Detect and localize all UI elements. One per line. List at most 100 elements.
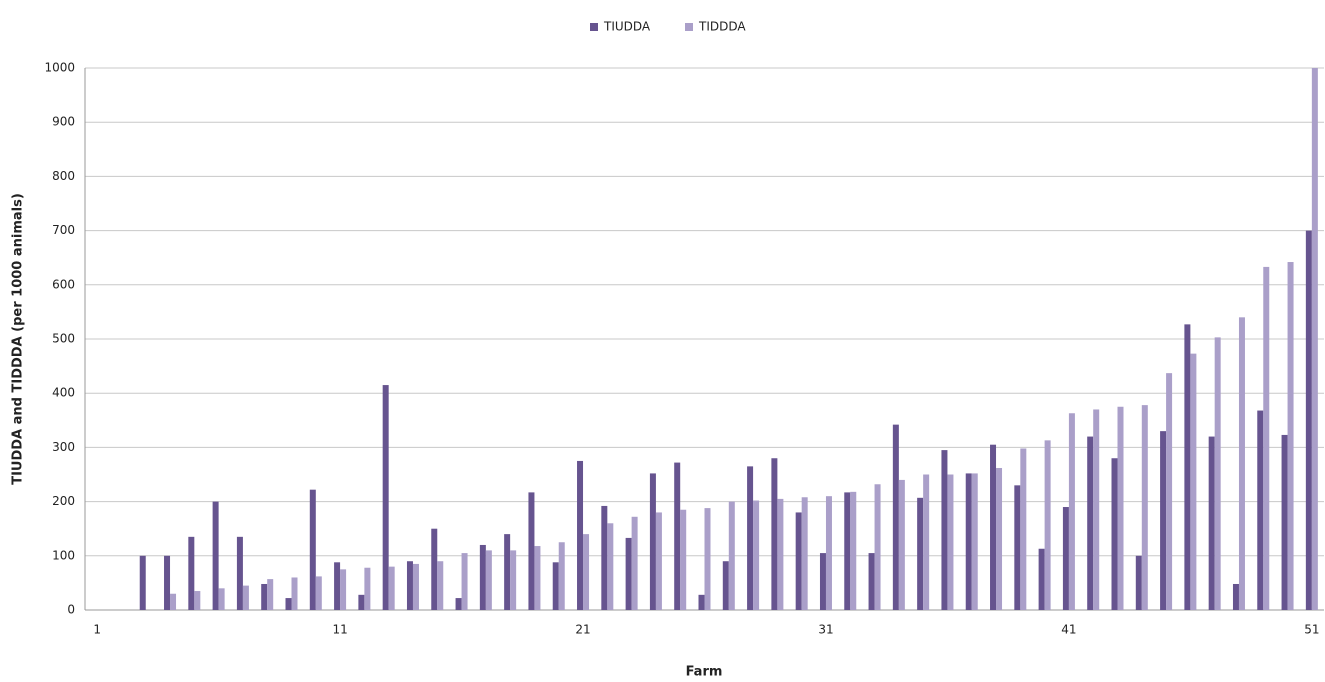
legend-label: TIUDDA (603, 20, 651, 34)
bar (406, 561, 413, 610)
bar (971, 473, 978, 610)
y-tick-label: 800 (52, 169, 75, 183)
y-tick-label: 200 (52, 494, 75, 508)
bar (455, 598, 462, 610)
bar (1232, 583, 1239, 610)
bar (1135, 555, 1142, 610)
bar (552, 562, 559, 610)
bar (461, 553, 468, 610)
bar (164, 555, 171, 610)
bar (364, 567, 371, 610)
x-axis-title: Farm (686, 665, 723, 680)
bar (382, 385, 389, 610)
bar (625, 537, 632, 610)
bar (990, 444, 997, 610)
bar (649, 473, 656, 610)
bar (431, 528, 438, 610)
y-tick-label: 500 (52, 332, 75, 346)
bar (188, 536, 195, 610)
legend-label: TIDDDA (698, 20, 746, 34)
bar (747, 466, 754, 610)
bar (728, 501, 735, 610)
bar (1014, 485, 1021, 610)
bar (1093, 409, 1100, 610)
bar (698, 594, 705, 610)
x-tick-label: 11 (332, 623, 347, 637)
bar (485, 550, 492, 610)
bar (1281, 434, 1288, 610)
bar (242, 585, 249, 610)
bar (819, 553, 826, 610)
bar (753, 500, 760, 610)
bar (680, 509, 687, 610)
bar (340, 569, 347, 610)
bar (1087, 436, 1094, 610)
bar (1311, 68, 1318, 610)
bar (437, 561, 444, 610)
bar (898, 479, 905, 610)
bar (285, 598, 292, 610)
bar (261, 583, 268, 610)
bar (801, 497, 808, 610)
y-tick-label: 900 (52, 115, 75, 129)
bar (996, 467, 1003, 610)
bar (528, 492, 535, 610)
bar (309, 489, 316, 610)
bar (1160, 431, 1167, 610)
bar (577, 460, 584, 610)
bar (674, 462, 681, 610)
y-axis-title: TIUDDA and TIDDDA (per 1000 animals) (11, 193, 26, 485)
bar (1214, 337, 1221, 610)
bar (1184, 324, 1191, 610)
bar (1238, 317, 1245, 610)
y-tick-label: 400 (52, 386, 75, 400)
bar (1263, 266, 1270, 610)
bar (212, 501, 219, 610)
legend-swatch (590, 23, 598, 31)
bar (236, 536, 243, 610)
bar (1038, 548, 1045, 610)
bar (601, 505, 608, 610)
y-tick-label: 0 (67, 603, 75, 617)
bar (194, 591, 201, 610)
x-tick-label: 51 (1304, 623, 1319, 637)
bar (722, 561, 729, 610)
bar (1166, 373, 1173, 610)
bar (965, 473, 972, 610)
bar (1305, 230, 1312, 610)
bar (139, 555, 146, 610)
bar (850, 491, 857, 610)
bar (1287, 262, 1294, 610)
bar (412, 563, 419, 610)
bar (504, 534, 511, 610)
bar (874, 484, 881, 610)
bar (655, 512, 662, 610)
bar (479, 544, 486, 610)
bar (510, 550, 517, 610)
bar (704, 508, 711, 610)
bar (923, 474, 930, 610)
bar (291, 577, 298, 610)
bar (844, 492, 851, 610)
bar (868, 553, 875, 610)
bar (825, 496, 832, 610)
bar (941, 450, 948, 610)
bar (170, 593, 177, 610)
bar (1117, 406, 1124, 610)
x-tick-label: 1 (93, 623, 101, 637)
bar (315, 576, 322, 610)
bar (218, 588, 225, 610)
bar (358, 594, 365, 610)
bar (267, 579, 274, 610)
bar (892, 424, 899, 610)
bar (388, 566, 395, 610)
x-tick-label: 41 (1061, 623, 1076, 637)
bar (558, 542, 565, 610)
bar (917, 497, 924, 610)
bar (1062, 507, 1069, 610)
bar (1020, 448, 1027, 610)
bar (1111, 458, 1118, 610)
bar (947, 474, 954, 610)
